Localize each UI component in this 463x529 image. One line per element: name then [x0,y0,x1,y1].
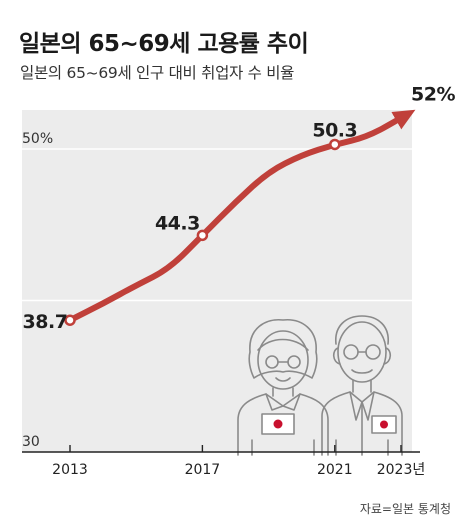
plot-background [22,110,412,452]
x-tick-label: 2023년 [377,462,426,478]
y-tick-label: 30 [22,434,40,450]
data-label: 38.7 [23,311,68,333]
data-point [329,138,341,151]
data-point [64,314,76,326]
chart-title: 일본의 65~69세 고용률 추이 [19,31,309,57]
elderly-man-figure [321,315,403,456]
chart-subtitle: 일본의 65~69세 인구 대비 취업자 수 비율 [20,64,295,82]
y-tick-label: 50% [22,131,53,147]
x-tick-label: 2017 [185,462,221,478]
data-point [196,229,209,242]
elderly-woman-figure [237,319,329,456]
source-note: 자료=일본 통계청 [359,502,451,516]
data-label: 44.3 [155,212,200,234]
x-tick-label: 2013 [52,462,88,478]
data-label: 50.3 [312,119,357,141]
elderly-workers-illustration [237,315,403,456]
x-tick-label: 2021 [317,462,353,478]
data-label: 52% [411,84,455,106]
